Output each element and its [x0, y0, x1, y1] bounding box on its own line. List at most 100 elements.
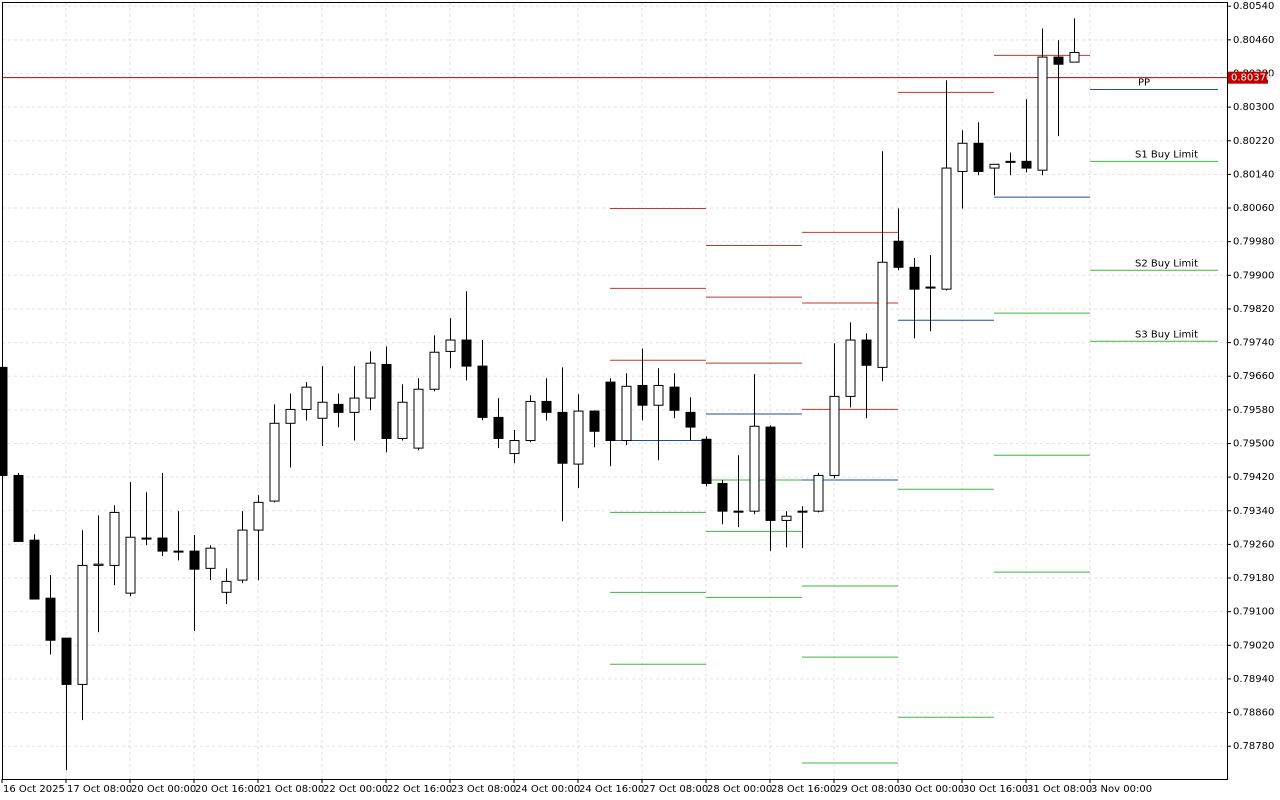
candle-body [1069, 51, 1080, 63]
candle-body [445, 339, 456, 352]
candle-body [685, 411, 696, 428]
y-tick-label: 0.78940 [1233, 674, 1274, 685]
support-label: S1 Buy Limit [1135, 149, 1198, 160]
candle-body [429, 351, 440, 390]
candle-body [653, 384, 664, 406]
candle-body [317, 401, 328, 419]
y-tick-label: 0.80140 [1233, 169, 1274, 180]
candle-body [989, 163, 1000, 169]
y-tick-label: 0.79820 [1233, 304, 1274, 315]
candle-body [221, 580, 232, 593]
candle-body [109, 511, 120, 566]
x-tick-label: 30 Oct 00:00 [899, 784, 964, 795]
candle-body [749, 425, 760, 512]
y-tick-label: 0.80220 [1233, 136, 1274, 147]
y-tick-label: 0.79180 [1233, 573, 1274, 584]
y-tick-label: 0.80300 [1233, 102, 1274, 113]
candle-body [829, 395, 840, 476]
x-tick-label: 24 Oct 00:00 [515, 784, 580, 795]
y-tick-label: 0.79580 [1233, 405, 1274, 416]
x-tick-label: 17 Oct 08:00 [67, 784, 132, 795]
candle-body [781, 515, 792, 521]
candle-body [301, 386, 312, 410]
candle-body [13, 474, 24, 542]
candle-body [765, 426, 776, 521]
candle-body [349, 397, 360, 413]
candle-body [125, 536, 136, 594]
y-tick-label: 0.79420 [1233, 472, 1274, 483]
candle-body [925, 286, 936, 289]
candle-body [61, 637, 72, 685]
x-tick-label: 21 Oct 08:00 [259, 784, 324, 795]
candle-body [237, 529, 248, 581]
pivot-label: PP [1138, 77, 1150, 88]
x-tick-label: 27 Oct 08:00 [643, 784, 708, 795]
y-tick-label: 0.79340 [1233, 506, 1274, 517]
candle-body [93, 563, 104, 566]
candle-body [525, 400, 536, 442]
candle-body [1053, 56, 1064, 65]
candle-body [621, 385, 632, 442]
candle-body [333, 403, 344, 413]
candle-body [589, 410, 600, 432]
candle-body [0, 366, 8, 476]
candle-body [493, 416, 504, 439]
candle-body [285, 408, 296, 424]
x-tick-label: 29 Oct 08:00 [835, 784, 900, 795]
candle-body [637, 384, 648, 406]
x-tick-label: 24 Oct 16:00 [579, 784, 644, 795]
candle-body [253, 501, 264, 531]
candle-body [461, 339, 472, 367]
candle-body [1005, 160, 1016, 163]
candle-body [1021, 160, 1032, 169]
plot-frame [2, 2, 1228, 780]
y-tick-label: 0.80460 [1233, 35, 1274, 46]
candle-body [1037, 56, 1048, 171]
candle-body [605, 381, 616, 442]
candle-body [957, 142, 968, 172]
x-tick-label: 31 Oct 08:00 [1027, 784, 1092, 795]
candle-body [173, 550, 184, 553]
y-tick-label: 0.79740 [1233, 338, 1274, 349]
candle-body [205, 547, 216, 569]
price-label: 0.80370 [1231, 73, 1272, 84]
y-tick-label: 0.79900 [1233, 270, 1274, 281]
y-tick-label: 0.79020 [1233, 640, 1274, 651]
x-tick-label: 20 Oct 00:00 [131, 784, 196, 795]
candle-body [861, 339, 872, 366]
x-tick-label: 3 Nov 00:00 [1091, 784, 1152, 795]
x-tick-label: 30 Oct 16:00 [963, 784, 1028, 795]
candle-body [413, 388, 424, 449]
candles [0, 18, 1080, 771]
candle-body [141, 537, 152, 540]
candle-body [845, 339, 856, 397]
candle-body [397, 401, 408, 439]
price-tag [1228, 71, 1268, 84]
candle-body [509, 440, 520, 455]
candle-body [909, 266, 920, 290]
candle-body [381, 363, 392, 439]
y-tick-label: 0.78780 [1233, 741, 1274, 752]
y-tick-label: 0.79500 [1233, 438, 1274, 449]
candle-body [189, 550, 200, 570]
y-tick-label: 0.79980 [1233, 237, 1274, 248]
candle-body [269, 422, 280, 502]
x-tick-label: 22 Oct 16:00 [387, 784, 452, 795]
candle-body [557, 411, 568, 464]
candle-body [893, 240, 904, 268]
support-label: S3 Buy Limit [1135, 329, 1198, 340]
candle-body [973, 142, 984, 172]
candle-body [157, 537, 168, 552]
candle-body [797, 510, 808, 513]
y-tick-label: 0.78860 [1233, 708, 1274, 719]
support-label: S2 Buy Limit [1135, 258, 1198, 269]
candle-body [877, 261, 888, 368]
x-tick-label: 28 Oct 00:00 [707, 784, 772, 795]
y-tick-label: 0.79100 [1233, 607, 1274, 618]
candle-body [701, 438, 712, 484]
candle-body [813, 474, 824, 512]
x-tick-label: 16 Oct 2025 [3, 784, 65, 795]
candle-body [77, 564, 88, 685]
